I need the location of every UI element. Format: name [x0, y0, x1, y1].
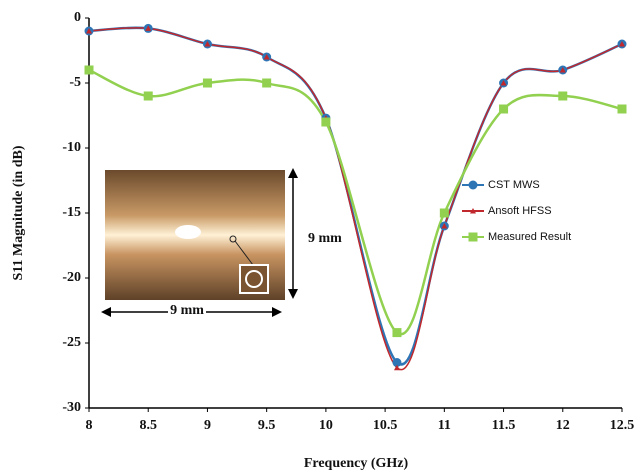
inset-unit-ring: [245, 270, 263, 288]
plot: [84, 17, 627, 412]
series-line: [88, 68, 623, 336]
y-tick-label: -25: [62, 335, 81, 350]
x-tick-label: 11: [438, 418, 451, 433]
legend-marker: [470, 208, 476, 214]
inset-pointer: [229, 235, 237, 243]
marker: [145, 25, 152, 31]
inset-highlight: [175, 225, 201, 239]
marker: [321, 117, 331, 127]
x-tick-label: 10.5: [373, 418, 398, 433]
legend-marker: [468, 232, 478, 242]
marker: [441, 223, 448, 229]
x-tick-label: 12.5: [610, 418, 635, 433]
y-tick-label: 0: [74, 10, 81, 25]
x-tick-label: 9.5: [258, 418, 276, 433]
dim-label: 9 mm: [308, 231, 342, 246]
y-tick-label: -20: [62, 270, 81, 285]
x-axis-title: Frequency (GHz): [304, 456, 409, 471]
marker: [392, 358, 402, 367]
dim-label: 9 mm: [170, 303, 204, 318]
marker: [84, 65, 94, 75]
dim-label-bg: [168, 303, 206, 319]
x-tick-label: 12: [556, 418, 570, 433]
marker: [617, 104, 627, 114]
y-tick-label: -5: [69, 75, 81, 90]
inset-photo: 9 mm 9 mm: [101, 168, 342, 319]
marker: [392, 328, 402, 338]
marker: [558, 91, 568, 101]
legend-label: Ansoft HFSS: [488, 205, 552, 217]
inset-unit-cell: [239, 264, 269, 294]
marker: [262, 78, 272, 88]
y-tick-label: -10: [62, 140, 81, 155]
x-tick-label: 10: [319, 418, 333, 433]
marker: [86, 28, 92, 34]
legend-label: Measured Result: [488, 231, 571, 243]
marker: [499, 104, 509, 114]
marker: [559, 67, 566, 73]
marker: [143, 91, 153, 101]
marker: [204, 41, 211, 47]
legend-label: CST MWS: [488, 179, 540, 191]
y-tick-label: -30: [62, 400, 81, 415]
y-axis-title: S11 Magnitude (in dB): [11, 145, 26, 280]
y-tick-label: -15: [62, 205, 81, 220]
x-tick-label: 11.5: [492, 418, 516, 433]
x-tick-label: 8.5: [139, 418, 157, 433]
marker: [619, 41, 625, 47]
marker: [393, 364, 400, 371]
inset-pointer-line: [234, 240, 254, 266]
marker: [500, 80, 507, 86]
marker: [439, 208, 449, 218]
marker: [263, 54, 270, 60]
x-tick-label: 8: [86, 418, 93, 433]
marker: [202, 78, 212, 88]
legend-marker: [468, 180, 478, 190]
x-tick-label: 9: [204, 418, 211, 433]
